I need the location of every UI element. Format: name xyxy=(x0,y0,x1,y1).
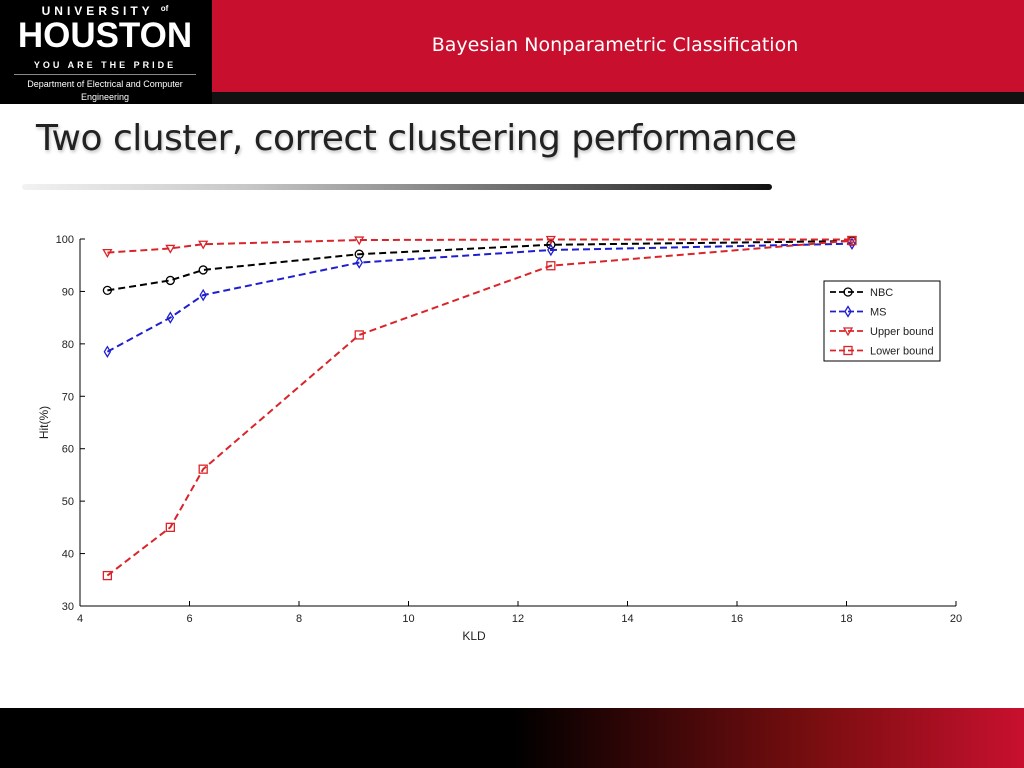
data-point-ms xyxy=(355,256,363,269)
y-tick-label: 80 xyxy=(62,339,74,351)
legend-marker-lower-bound xyxy=(843,345,853,356)
y-axis-label: Hit(%) xyxy=(37,406,51,439)
y-tick-label: 100 xyxy=(56,234,74,246)
department-name: Department of Electrical and Computer En… xyxy=(27,79,183,102)
legend-label-upper-bound: Upper bound xyxy=(870,326,934,338)
data-point-nbc xyxy=(546,240,556,250)
legend-marker-upper-bound xyxy=(842,327,854,337)
legend-label-lower-bound: Lower bound xyxy=(870,346,934,358)
data-point-lower-bound xyxy=(546,261,556,271)
legend-marker-ms xyxy=(844,305,852,318)
legend-marker-nbc xyxy=(843,287,853,297)
y-tick-label: 30 xyxy=(62,601,74,613)
y-tick-label: 70 xyxy=(62,391,74,403)
logo-tagline: YOU ARE THE PRIDE xyxy=(33,60,177,70)
data-point-ms xyxy=(103,345,112,358)
data-point-upper-bound xyxy=(354,236,365,246)
x-tick-label: 6 xyxy=(186,613,192,625)
performance-chart: 4 6 8 10 12 14 16 18 20 30 40 50 60 70 80 90 100 KLD Hit(%… xyxy=(37,234,962,643)
y-tick-label: 90 xyxy=(62,286,74,298)
university-logo: UNIVERSITY of HOUSTON YOU ARE THE PRIDE … xyxy=(0,0,212,104)
title-underline xyxy=(22,184,772,190)
x-tick-label: 16 xyxy=(731,613,743,625)
x-axis-label: KLD xyxy=(462,629,486,643)
y-tick-label: 60 xyxy=(62,444,74,456)
data-point-ms xyxy=(166,311,175,324)
data-point-nbc xyxy=(102,285,113,296)
data-point-upper-bound xyxy=(102,248,113,258)
data-point-upper-bound xyxy=(198,240,209,250)
x-tick-label: 10 xyxy=(402,613,414,625)
data-point-upper-bound xyxy=(545,235,556,245)
header-divider xyxy=(0,92,1024,104)
data-point-ms xyxy=(547,243,555,257)
data-point-ms xyxy=(199,288,207,302)
data-point-nbc xyxy=(198,265,208,275)
header-title: Bayesian Nonparametric Classification xyxy=(431,34,799,56)
data-point-upper-bound xyxy=(165,244,176,254)
data-point-nbc xyxy=(165,275,175,286)
logo-university-line: UNIVERSITY of xyxy=(41,4,169,18)
legend-box xyxy=(823,280,941,362)
y-tick-label: 50 xyxy=(62,496,74,508)
x-tick-label: 14 xyxy=(621,613,633,625)
series-line-ms xyxy=(106,242,852,353)
x-tick-label: 20 xyxy=(950,613,962,625)
data-point-lower-bound xyxy=(165,522,175,533)
logo-houston: HOUSTON xyxy=(17,16,193,55)
x-tick-label: 4 xyxy=(77,613,83,625)
y-tick-label: 40 xyxy=(62,549,74,561)
x-tick-label: 18 xyxy=(840,613,852,625)
data-point-lower-bound xyxy=(102,570,113,581)
data-point-lower-bound xyxy=(354,330,364,340)
data-point-ms xyxy=(848,237,856,250)
legend-label-ms: MS xyxy=(870,307,887,319)
logo-rule xyxy=(14,74,196,75)
x-tick-label: 12 xyxy=(512,613,524,625)
data-point-lower-bound xyxy=(847,235,857,246)
data-point-lower-bound xyxy=(198,464,208,474)
footer-bar xyxy=(0,708,1024,768)
legend-label-nbc: NBC xyxy=(870,287,893,299)
x-tick-label: 8 xyxy=(296,613,302,625)
series-line-lower-bound xyxy=(106,239,853,577)
slide-title: Two cluster, correct clustering performa… xyxy=(36,118,797,159)
series-line-nbc xyxy=(107,240,852,292)
